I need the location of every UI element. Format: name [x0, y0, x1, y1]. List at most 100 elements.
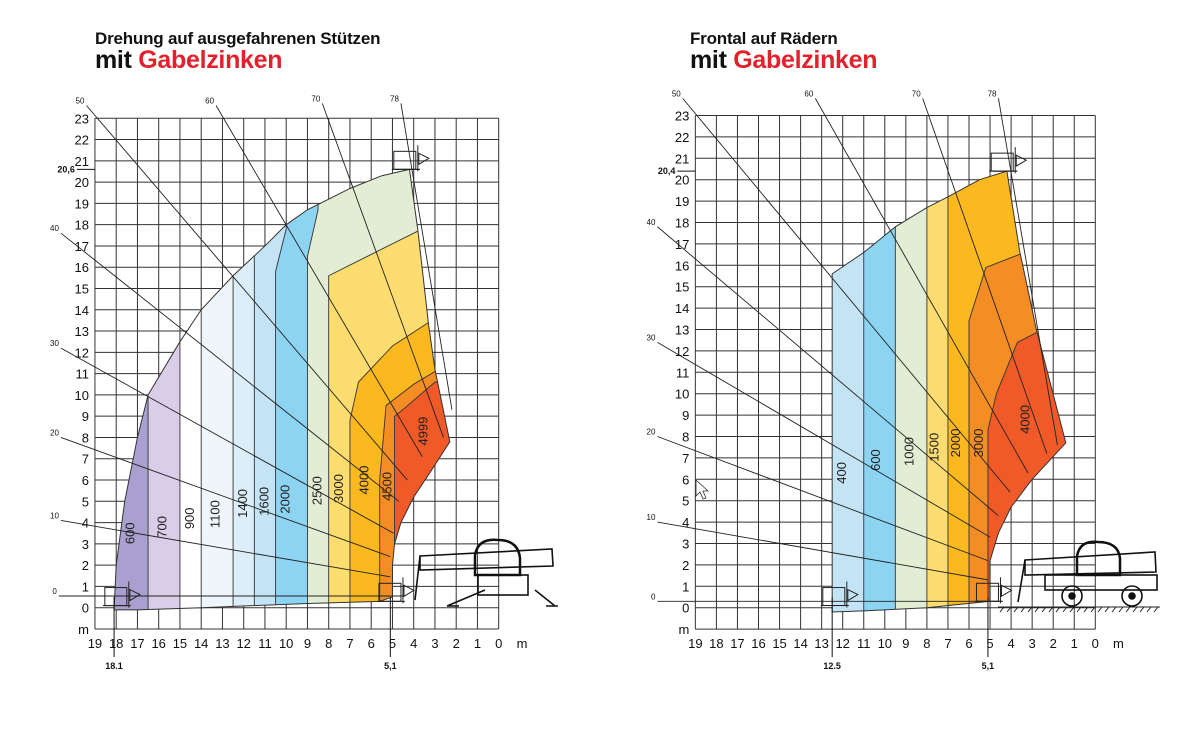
left-subtitle-prefix: mit: [95, 46, 132, 74]
x-tick-label: 16: [751, 636, 765, 651]
boom-angle-label: 60: [804, 89, 813, 98]
ground-hatch-mark: [1132, 606, 1138, 613]
y-tick-label: 22: [74, 133, 88, 148]
y-tick-label: 16: [675, 258, 689, 273]
y-tick-label: 17: [675, 237, 689, 252]
fork-head: [418, 152, 430, 166]
boom-angle-label: 30: [647, 333, 656, 342]
hub-rear: [1128, 592, 1136, 600]
fork-arm: [1017, 559, 1026, 603]
y-tick-label: 9: [82, 409, 89, 424]
ground-hatch-mark: [1041, 606, 1047, 613]
boom-angle-label: 40: [50, 224, 59, 233]
fork-carriage-icon: [376, 577, 415, 604]
max-height-label: 20,4: [658, 166, 676, 176]
x-tick-label: 14: [194, 636, 208, 651]
x-tick-label: 6: [368, 636, 375, 651]
ground-hatch-mark: [1027, 606, 1033, 613]
y-tick-label: 20: [675, 173, 689, 188]
x-tick-label: 0: [1092, 636, 1099, 651]
right-subtitle-highlight: Gabelzinken: [733, 46, 878, 74]
y-tick-label: 10: [675, 387, 689, 402]
turret: [477, 574, 529, 596]
zone-label: 1000: [901, 437, 916, 466]
y-tick-label: 19: [74, 196, 88, 211]
y-tick-label: 15: [675, 280, 689, 295]
x-tick-label: 8: [923, 636, 930, 651]
x-tick-label: 0: [495, 636, 502, 651]
zone-label: 1100: [208, 500, 223, 528]
x-tick-label: 8: [325, 636, 332, 651]
y-tick-label: 19: [675, 194, 689, 209]
ground-hatch-mark: [1062, 606, 1068, 613]
ground-hatch-mark: [1090, 606, 1096, 613]
ground-hatch-mark: [1153, 606, 1159, 613]
x-tick-label: 7: [346, 636, 353, 651]
zone-label: 1500: [927, 433, 942, 462]
y-tick-label: 5: [82, 494, 89, 509]
boom-angle-line: [657, 341, 991, 538]
right-chart-subtitle: mit Gabelzinken: [690, 46, 878, 75]
zone-label: 3000: [331, 474, 346, 503]
boom-angle-label: 10: [647, 513, 656, 522]
y-tick-label: 18: [74, 218, 88, 233]
left-subtitle-highlight: Gabelzinken: [138, 46, 283, 74]
wheel-rear: [1121, 585, 1143, 607]
zone-label: 2000: [278, 485, 293, 514]
boom-angle-label: 78: [390, 94, 399, 103]
min-reach-label: 5,1: [982, 661, 995, 671]
zone-label: 600: [868, 449, 883, 471]
x-tick-label: 11: [258, 636, 272, 651]
ground-hatch-mark: [1111, 606, 1117, 613]
boom-angle-label: 40: [647, 218, 656, 227]
zone-label: 4999: [416, 417, 431, 446]
boom-angle-line: [682, 98, 1011, 493]
zone-label: 4000: [1017, 405, 1032, 434]
zone-label: 4000: [356, 466, 371, 495]
boom-angle-label: 70: [912, 89, 921, 98]
zone-label: 700: [154, 516, 169, 538]
y-tick-label: 4: [82, 516, 89, 531]
boom-angle-label: 60: [205, 96, 214, 105]
boom-angle-line: [998, 98, 1058, 446]
x-tick-label: 1: [474, 636, 481, 651]
x-tick-label: 15: [173, 636, 187, 651]
x-tick-label: 14: [793, 636, 807, 651]
y-tick-label: 1: [82, 579, 89, 594]
y-tick-label: 6: [682, 472, 689, 487]
y-tick-label: 23: [675, 109, 689, 124]
y-tick-label: 9: [682, 408, 689, 423]
boom-angle-label: 70: [311, 94, 320, 103]
x-tick-label: 3: [431, 636, 438, 651]
x-tick-label: 4: [1007, 636, 1014, 651]
y-tick-label: 7: [82, 452, 89, 467]
fork-head: [403, 584, 415, 598]
ground-hatch-mark: [1048, 606, 1054, 613]
y-tick-label: 12: [74, 345, 88, 360]
y-tick-label: 5: [682, 494, 689, 509]
boom-angle-label: 20: [50, 428, 59, 437]
x-tick-label: 2: [1050, 636, 1057, 651]
boom-angle-label: 30: [50, 339, 59, 348]
zone-label: 900: [182, 507, 197, 529]
ground-hatch-mark: [1118, 606, 1124, 613]
mouse-cursor-icon: [695, 479, 710, 500]
y-axis-unit: m: [78, 622, 89, 637]
y-tick-label: 23: [74, 111, 88, 126]
x-tick-label: 10: [279, 636, 293, 651]
max-height-label: 20,6: [57, 164, 75, 174]
x-tick-label: 9: [902, 636, 909, 651]
fork-head: [847, 588, 859, 602]
x-axis-unit: m: [1113, 636, 1124, 651]
chassis: [1044, 574, 1158, 591]
fork-arm: [414, 555, 421, 601]
zone-4000: [987, 326, 1066, 612]
ground-hatch-mark: [1006, 606, 1012, 613]
ground-hatch-mark: [1146, 606, 1152, 613]
boom-angle-label: 78: [988, 89, 997, 98]
zone-label: 3000: [971, 428, 986, 457]
x-tick-label: 19: [88, 636, 102, 651]
x-tick-label: 19: [688, 636, 702, 651]
boom-angle-label: 50: [672, 89, 681, 98]
